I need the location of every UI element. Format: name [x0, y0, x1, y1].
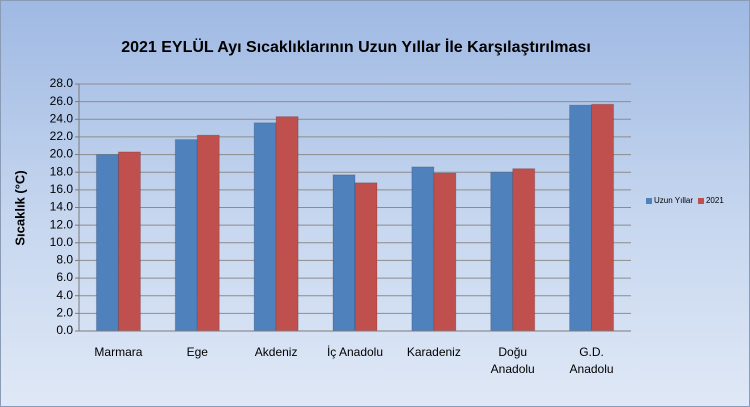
legend-swatch: [646, 198, 652, 204]
bar: [117, 151, 141, 332]
y-tick-label: 18.0: [50, 164, 74, 178]
bar: [490, 171, 514, 332]
x-tick-label: Akdeniz: [254, 345, 298, 359]
y-tick-label: 6.0: [56, 270, 73, 284]
y-tick-label: 10.0: [50, 235, 74, 249]
y-tick-label: 2.0: [56, 306, 73, 320]
y-tick-label: 22.0: [50, 129, 74, 143]
legend-swatch: [697, 198, 704, 204]
bar: [354, 182, 378, 332]
y-tick-label: 8.0: [56, 253, 73, 267]
x-tick-label: Marmara: [94, 345, 143, 359]
y-tick-label: 16.0: [50, 182, 74, 196]
y-tick-label: 4.0: [56, 288, 73, 302]
bar: [591, 103, 615, 332]
bar: [253, 122, 277, 332]
x-tick-label: Karadeniz: [406, 345, 461, 359]
bar: [196, 134, 220, 332]
y-tick-label: 24.0: [50, 111, 74, 125]
y-tick-label: 20.0: [50, 147, 74, 161]
chart-title: 2021 EYLÜL Ayı Sıcaklıklarının Uzun Yıll…: [121, 37, 591, 56]
bar: [411, 166, 435, 332]
x-tick-label: Ege: [186, 345, 208, 359]
y-tick-label: 14.0: [50, 200, 74, 214]
y-axis-title: Sıcaklık (°C): [12, 170, 27, 245]
bar: [433, 172, 457, 332]
legend-label: 2021: [706, 196, 724, 205]
y-tick-label: 0.0: [56, 323, 73, 337]
x-tick-label: İç Anadolu: [326, 345, 384, 359]
bar: [332, 174, 356, 332]
bar: [95, 154, 119, 332]
x-tick-label: G.D. Anadolu: [569, 345, 614, 376]
y-tick-label: 28.0: [50, 76, 74, 90]
legend-label: Uzun Yıllar: [654, 196, 693, 205]
y-tick-label: 26.0: [50, 94, 74, 108]
bar: [275, 116, 299, 332]
bar: [569, 104, 593, 332]
x-tick-label: Doğu Anadolu: [490, 345, 535, 376]
y-tick-label: 12.0: [50, 217, 74, 231]
bar: [512, 168, 536, 332]
bar: [174, 139, 198, 332]
